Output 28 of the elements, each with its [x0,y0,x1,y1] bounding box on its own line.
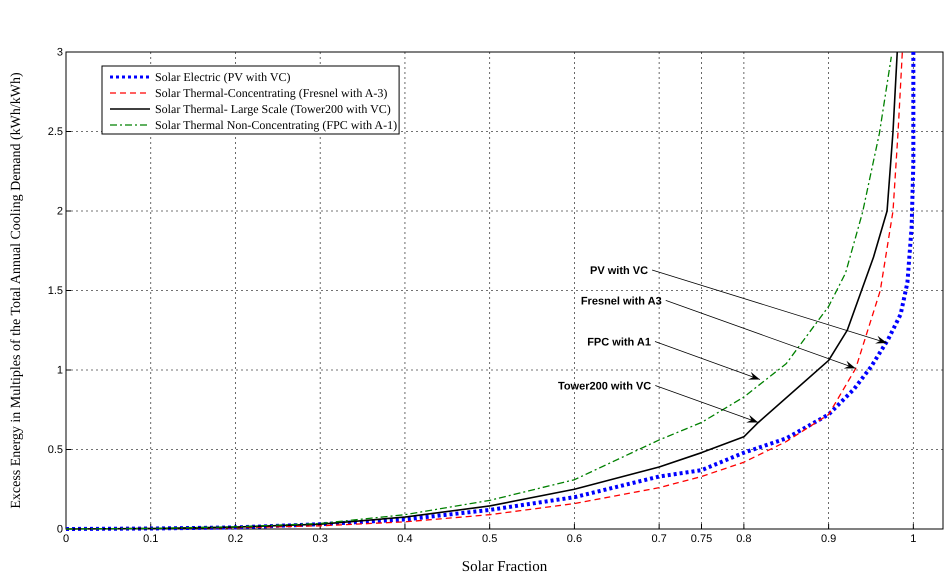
legend-label: Solar Thermal- Large Scale (Tower200 with VC) [155,102,391,116]
x-tick-label: 1 [910,532,916,545]
y-tick-label: 3 [56,46,63,59]
x-tick-label: 0.5 [482,532,498,545]
x-tick-label: 0.7 [651,532,667,545]
x-tick-label: 0.6 [566,532,582,545]
y-tick-label: 0 [56,524,63,536]
x-tick-label: 0.1 [143,532,158,545]
legend-label: Solar Thermal-Concentrating (Fresnel with A-3) [155,86,388,100]
legend-label: Solar Electric (PV with VC) [155,70,291,84]
y-tick-label: 2.5 [48,126,63,138]
x-tick-label: 0.9 [820,532,836,545]
y-tick-label: 1.5 [48,285,63,298]
y-tick-label: 0.5 [48,444,63,456]
x-tick-label: 0.3 [312,532,328,545]
annotation: Tower200 with VC [558,380,652,392]
x-tick-label: 0.75 [690,532,712,545]
x-tick-label: 0.4 [397,532,413,545]
annotation: Fresnel with A3 [580,295,662,308]
y-tick-label: 1 [56,364,63,377]
y-axis-title: Excess Energy in Multiples of the Total Annual Cooling Demand (kWh/kWh) [9,72,24,509]
annotation: FPC with A1 [587,336,651,348]
x-axis-title: Solar Fraction [462,559,548,575]
y-tick-label: 2 [56,206,63,218]
legend-label: Solar Thermal Non-Concentrating (FPC with A-1) [155,118,398,132]
x-tick-label: 0.2 [228,532,244,545]
annotation: PV with VC [590,264,648,277]
x-tick-label: 0.8 [736,532,752,545]
